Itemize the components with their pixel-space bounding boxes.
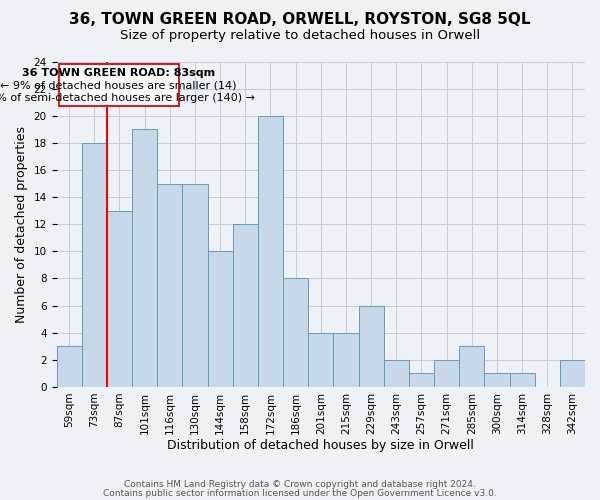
Text: Size of property relative to detached houses in Orwell: Size of property relative to detached ho… [120,29,480,42]
Y-axis label: Number of detached properties: Number of detached properties [15,126,28,322]
Bar [383,360,409,387]
X-axis label: Distribution of detached houses by size in Orwell: Distribution of detached houses by size … [167,440,474,452]
Text: 36, TOWN GREEN ROAD, ORWELL, ROYSTON, SG8 5QL: 36, TOWN GREEN ROAD, ORWELL, ROYSTON, SG… [69,12,531,28]
Bar [560,360,585,387]
Bar [334,332,359,387]
Bar [509,374,535,387]
Text: Contains HM Land Registry data © Crown copyright and database right 2024.: Contains HM Land Registry data © Crown c… [124,480,476,489]
Bar [56,346,82,387]
Bar [459,346,484,387]
Bar [233,224,258,387]
Bar [132,130,157,387]
Bar [157,184,182,387]
Bar [107,210,132,387]
Bar [409,374,434,387]
Bar [258,116,283,387]
Bar [359,306,383,387]
Text: 36 TOWN GREEN ROAD: 83sqm: 36 TOWN GREEN ROAD: 83sqm [22,68,215,78]
Bar [82,143,107,387]
Text: ← 9% of detached houses are smaller (14): ← 9% of detached houses are smaller (14) [1,80,237,90]
Text: Contains public sector information licensed under the Open Government Licence v3: Contains public sector information licen… [103,488,497,498]
Text: 89% of semi-detached houses are larger (140) →: 89% of semi-detached houses are larger (… [0,92,255,102]
Bar [308,332,334,387]
Bar [484,374,509,387]
Bar [208,252,233,387]
Bar [434,360,459,387]
Bar [283,278,308,387]
Bar [182,184,208,387]
FancyBboxPatch shape [59,64,179,106]
